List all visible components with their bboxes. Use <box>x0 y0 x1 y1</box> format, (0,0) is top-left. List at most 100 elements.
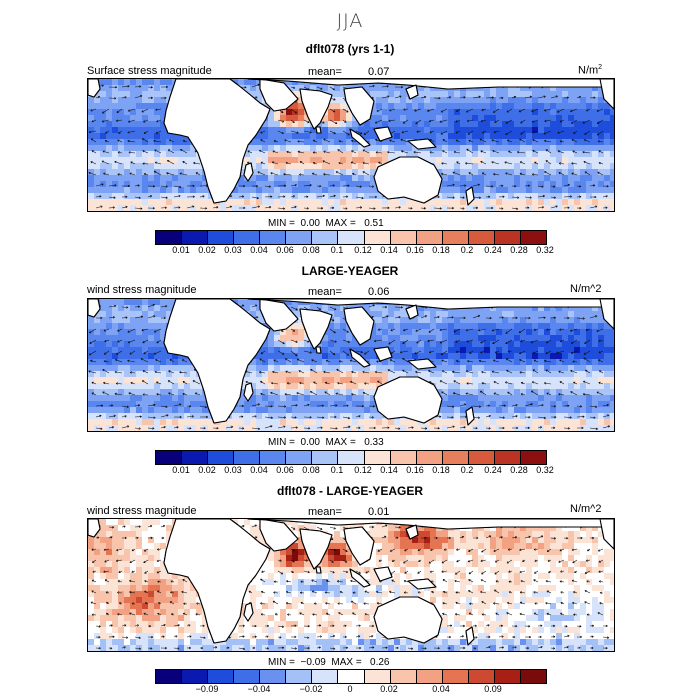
wind-arrow <box>273 359 279 363</box>
wind-arrow <box>584 339 591 344</box>
wind-arrow <box>270 172 279 176</box>
wind-arrow <box>103 172 110 176</box>
colorbar-swatch <box>416 670 443 683</box>
wind-arrow <box>196 602 201 605</box>
wind-arrow <box>95 414 102 418</box>
wind-arrow <box>498 207 504 210</box>
wind-arrow <box>186 205 195 209</box>
wind-arrow <box>583 160 591 165</box>
colorbar-swatch <box>338 670 365 683</box>
wind-arrow <box>368 416 374 419</box>
colorbar-swatch <box>286 231 313 244</box>
wind-arrow <box>511 184 517 188</box>
wind-arrow <box>355 196 364 200</box>
wind-arrow <box>520 130 526 135</box>
wind-arrow <box>251 646 256 650</box>
wind-arrow <box>381 426 390 429</box>
colorbar-swatch <box>156 670 183 683</box>
wind-arrow <box>559 548 565 552</box>
wind-arrow <box>134 624 140 627</box>
wind-arrow <box>186 195 195 198</box>
wind-arrow <box>493 381 500 385</box>
wind-arrow <box>103 381 110 385</box>
colorbar-tick-label: 0.04 <box>250 245 268 255</box>
land-asiatop <box>247 79 614 90</box>
wind-arrow <box>296 358 305 363</box>
wind-arrow <box>557 150 565 154</box>
wind-arrow <box>147 96 153 100</box>
wind-arrow <box>156 393 162 396</box>
wind-arrow <box>537 416 546 420</box>
wind-arrow <box>427 108 435 112</box>
wind-arrow <box>342 646 349 650</box>
wind-arrow <box>530 390 539 396</box>
wind-arrow <box>472 183 480 187</box>
wind-arrow <box>446 624 453 627</box>
wind-arrow <box>285 161 292 165</box>
wind-arrow <box>104 139 110 143</box>
wind-arrow <box>563 625 568 628</box>
wind-arrow <box>433 427 440 430</box>
colorbar-tick-label: 0.18 <box>432 465 450 475</box>
wind-arrow <box>134 94 143 99</box>
wind-arrow <box>157 580 162 583</box>
wind-arrow <box>155 359 162 363</box>
wind-arrow <box>388 119 396 122</box>
wind-arrow <box>144 570 149 574</box>
wind-arrow <box>170 580 175 583</box>
wind-arrow <box>511 635 516 639</box>
wind-arrow <box>251 196 259 200</box>
panel2-colorbar <box>155 450 547 465</box>
wind-arrow <box>329 647 336 650</box>
wind-arrow <box>492 149 500 154</box>
wind-arrow <box>498 96 504 100</box>
colorbar-tick-label: 0.14 <box>380 465 398 475</box>
wind-arrow <box>299 591 305 594</box>
wind-arrow <box>277 405 287 408</box>
colorbar-tick-label: 0.28 <box>510 465 528 475</box>
wind-arrow <box>576 195 582 198</box>
wind-arrow <box>388 590 396 594</box>
wind-arrow <box>520 119 526 124</box>
wind-arrow <box>402 339 409 345</box>
wind-arrow <box>519 548 526 552</box>
wind-arrow <box>91 613 97 616</box>
panel1-colorbar <box>155 230 547 245</box>
wind-arrow <box>108 426 115 429</box>
wind-arrow <box>459 207 465 210</box>
colorbar-tick-label: 0.2 <box>460 465 474 475</box>
colorbar-swatch <box>442 451 469 464</box>
wind-arrow <box>312 162 318 165</box>
wind-arrow <box>116 350 123 355</box>
wind-arrow <box>339 591 344 594</box>
wind-arrow <box>394 316 401 319</box>
wind-arrow <box>508 570 513 573</box>
wind-arrow <box>173 194 181 198</box>
wind-arrow <box>389 139 396 143</box>
wind-arrow <box>141 380 149 385</box>
wind-arrow <box>533 579 539 583</box>
wind-arrow <box>374 370 383 374</box>
wind-arrow <box>108 206 115 209</box>
wind-arrow <box>524 196 532 199</box>
land-africa <box>163 79 271 204</box>
wind-arrow <box>118 602 123 605</box>
wind-arrow <box>459 96 466 99</box>
wind-arrow <box>439 328 448 332</box>
wind-arrow <box>342 404 349 407</box>
wind-arrow <box>329 548 336 552</box>
wind-arrow <box>251 304 258 308</box>
panel1-mean-value: 0.07 <box>368 66 390 78</box>
wind-arrow <box>342 635 347 639</box>
wind-arrow <box>143 130 149 135</box>
wind-arrow <box>401 130 409 134</box>
wind-arrow <box>90 601 97 605</box>
wind-arrow <box>532 350 539 354</box>
wind-arrow <box>121 415 127 418</box>
land-japan <box>405 84 419 100</box>
wind-arrow <box>362 149 370 154</box>
wind-arrow <box>91 392 97 396</box>
wind-arrow <box>531 381 539 385</box>
wind-arrow <box>402 357 409 363</box>
wind-arrow <box>260 578 266 583</box>
